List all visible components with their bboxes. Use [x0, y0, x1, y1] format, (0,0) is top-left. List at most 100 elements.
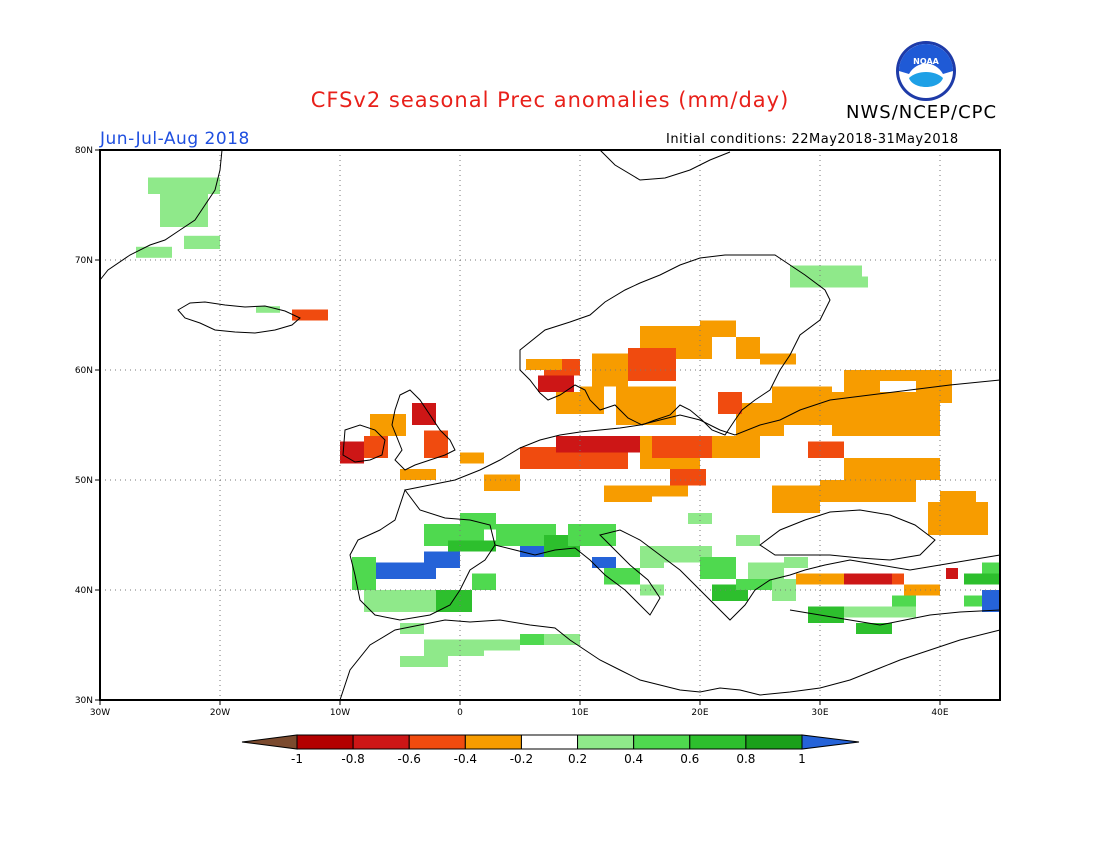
- colorbar-high-arrow: [801, 734, 860, 750]
- colorbar-label: -0.8: [341, 752, 364, 766]
- anomaly-cell: [400, 469, 436, 480]
- anomaly-cell: [844, 458, 940, 480]
- anomaly-cell: [652, 436, 712, 458]
- colorbar-label: 0.6: [680, 752, 699, 766]
- anomaly-cell: [388, 590, 436, 612]
- anomaly-cell: [568, 524, 616, 546]
- anomaly-cell: [964, 595, 988, 607]
- anomaly-cell: [364, 590, 388, 612]
- anomaly-cell: [670, 469, 706, 486]
- anomaly-cell: [880, 606, 916, 618]
- lat-tick-label: 80N: [75, 146, 93, 156]
- anomaly-cell: [184, 235, 220, 249]
- anomaly-cell: [526, 359, 562, 370]
- colorbar-segment: [296, 734, 354, 750]
- anomaly-cell: [292, 309, 328, 321]
- anomaly-cell: [496, 524, 556, 546]
- colorbar-segment: [689, 734, 747, 750]
- noaa-logo: NOAA: [896, 41, 956, 101]
- ireland-coast: [342, 424, 386, 463]
- anomaly-cell: [772, 326, 808, 337]
- lat-tick-label: 60N: [75, 366, 93, 376]
- anomaly-cell: [832, 276, 868, 288]
- anomaly-cell: [892, 573, 904, 585]
- colorbar-segment: [633, 734, 691, 750]
- anomaly-cell: [640, 584, 664, 596]
- lon-tick-label: 10W: [330, 708, 350, 718]
- anomaly-cell: [436, 590, 472, 612]
- anomaly-cell: [448, 540, 496, 552]
- anomaly-cell: [784, 557, 808, 568]
- anomaly-cell: [628, 348, 676, 381]
- colorbar-segment: [408, 734, 466, 750]
- colorbar-label: -0.6: [398, 752, 421, 766]
- colorbar-segment: [520, 734, 579, 750]
- anomaly-cell: [856, 623, 892, 634]
- colorbar-segment: [577, 734, 635, 750]
- anomaly-cell: [808, 606, 844, 623]
- lon-tick-label: 30W: [90, 708, 110, 718]
- anomaly-cell: [712, 436, 760, 458]
- anomaly-cell: [748, 562, 784, 579]
- anomaly-layer: [136, 177, 1000, 667]
- colorbar-low-arrow: [241, 734, 298, 750]
- anomaly-cell: [520, 634, 544, 645]
- anomaly-cell: [136, 246, 172, 258]
- anomaly-cell: [760, 353, 796, 365]
- logo-text: NOAA: [913, 57, 939, 66]
- lon-tick-label: 40E: [931, 708, 948, 718]
- colorbar-label: 0.4: [624, 752, 643, 766]
- colorbar-segment: [745, 734, 803, 750]
- anomaly-cell: [844, 606, 892, 618]
- anomaly-cell: [772, 485, 820, 513]
- longitude-labels: 30W 20W 10W 0 10E 20E 30E 40E: [90, 700, 949, 718]
- anomaly-cell: [424, 639, 484, 656]
- greenland-coast: [99, 149, 223, 281]
- anomaly-cell: [904, 584, 940, 596]
- continent-coast: [404, 379, 1001, 491]
- anomaly-cell: [160, 194, 208, 227]
- anomaly-cell: [736, 337, 760, 359]
- anomaly-cell: [556, 436, 640, 453]
- anomaly-cell: [538, 375, 574, 392]
- anomaly-cell: [484, 639, 520, 651]
- anomaly-cell: [700, 557, 736, 579]
- colorbar: -1 -0.8 -0.6 -0.4 -0.2 0.2 0.4 0.6 0.8 1: [241, 734, 860, 766]
- lon-tick-label: 20W: [210, 708, 230, 718]
- lat-tick-label: 70N: [75, 256, 93, 266]
- anomaly-cell: [352, 557, 376, 590]
- graticule: [100, 150, 1000, 700]
- lon-tick-label: 20E: [691, 708, 708, 718]
- anomaly-cell: [616, 386, 676, 425]
- lon-tick-label: 0: [457, 708, 463, 718]
- anomaly-cell: [604, 485, 652, 502]
- mediterranean-coast: [494, 529, 1001, 621]
- north-africa-coast: [339, 619, 1001, 701]
- anomaly-cell: [400, 623, 424, 634]
- anomaly-cell: [796, 573, 844, 585]
- coastlines: [99, 149, 1001, 701]
- anomaly-cell: [640, 546, 664, 568]
- lat-tick-label: 40N: [75, 586, 93, 596]
- britain-coast: [391, 389, 456, 471]
- anomaly-cell: [472, 573, 496, 590]
- scandinavia-coast: [519, 254, 831, 436]
- anomaly-cell: [718, 392, 742, 414]
- anomaly-cell: [982, 590, 1000, 612]
- anomaly-cell: [400, 656, 448, 667]
- anomaly-cell: [148, 177, 220, 194]
- anomaly-cell: [376, 562, 436, 579]
- lon-tick-label: 10E: [571, 708, 588, 718]
- iceland-coast: [177, 301, 301, 334]
- colorbar-label: -0.2: [510, 752, 533, 766]
- anomaly-cell: [412, 403, 436, 425]
- colorbar-segment: [352, 734, 410, 750]
- anomaly-cell: [820, 480, 916, 502]
- lat-tick-label: 30N: [75, 696, 93, 706]
- latitude-labels: 30N 40N 50N 60N 70N 80N: [75, 146, 100, 706]
- anomaly-cell: [808, 441, 844, 458]
- black-sea-coast: [759, 509, 936, 561]
- iberia-coast: [349, 488, 496, 621]
- anomaly-cell: [424, 430, 448, 458]
